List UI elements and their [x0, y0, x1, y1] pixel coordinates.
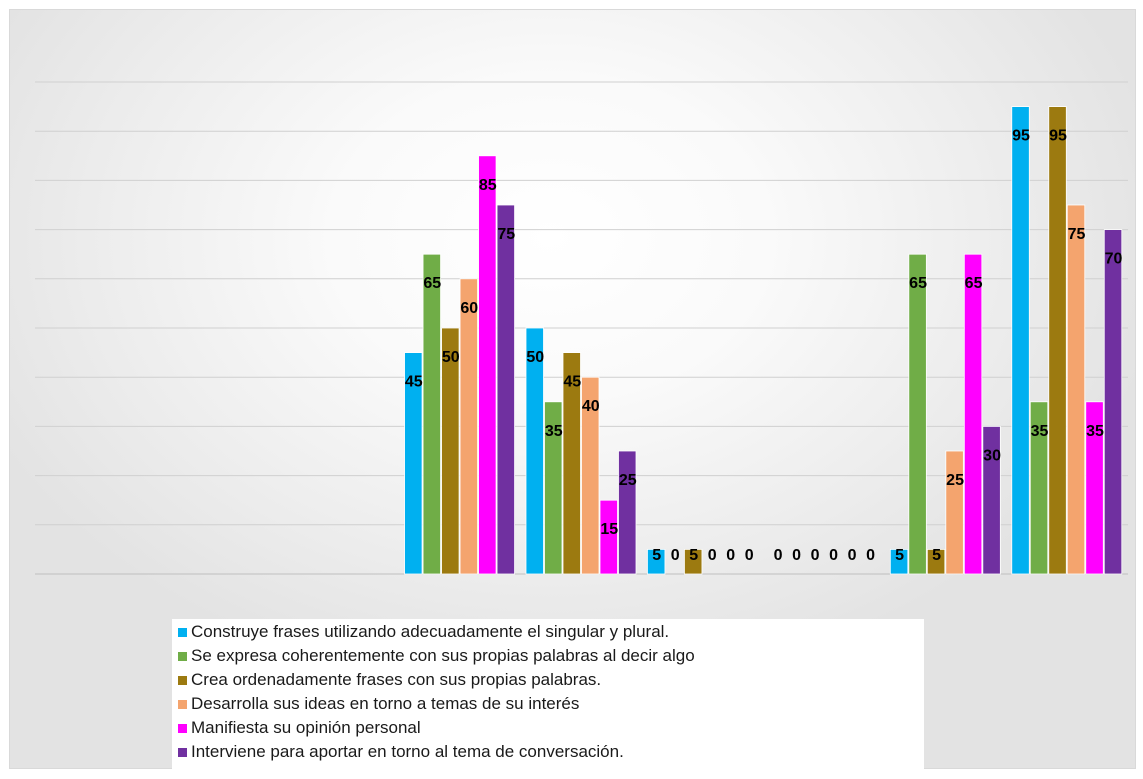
legend-swatch: [178, 699, 187, 709]
bar: [599, 499, 618, 575]
data-label: 70: [1105, 251, 1123, 268]
data-label: 60: [460, 300, 478, 317]
data-label: 0: [726, 547, 735, 564]
legend-label: Desarrolla sus ideas en torno a temas de…: [191, 694, 580, 713]
bar: [889, 549, 909, 575]
data-label: 35: [545, 423, 563, 440]
legend-entry: Desarrolla sus ideas en torno a temas de…: [178, 693, 579, 715]
bar: [525, 327, 544, 575]
bar: [1085, 401, 1104, 575]
data-label: 65: [965, 275, 983, 292]
legend-label: Crea ordenadamente frases con sus propia…: [191, 670, 602, 689]
data-label: 35: [1031, 423, 1049, 440]
bar: [441, 327, 460, 575]
bar: [404, 352, 423, 575]
bar: [496, 204, 515, 575]
bar: [478, 155, 497, 575]
legend: Construye frases utilizando adecuadament…: [172, 619, 924, 779]
bar: [963, 253, 983, 575]
bar: [982, 425, 1001, 575]
data-label: 30: [983, 447, 1001, 464]
data-label: 0: [708, 547, 717, 564]
bar: [422, 253, 441, 575]
data-label: 0: [745, 547, 754, 564]
bar: [1029, 401, 1049, 575]
data-label: 95: [1012, 128, 1030, 145]
legend-entry: Interviene para aportar en torno al tema…: [178, 741, 624, 763]
chart-frame: 45 50 5 0 5 95 65 35 0 0 65 35 50 45 5 0 5 95 60 40 0 0 25 75 85…: [9, 9, 1136, 779]
data-label: 0: [866, 547, 875, 564]
data-label: 5: [689, 547, 698, 564]
bar: [908, 253, 927, 575]
legend-label: Se expresa coherentemente con sus propia…: [191, 646, 695, 665]
data-label: 0: [811, 547, 820, 564]
legend-entry: Construye frases utilizando adecuadament…: [178, 621, 669, 643]
data-label: 75: [1068, 226, 1086, 243]
bar: [544, 401, 563, 575]
bar: [926, 549, 946, 575]
bar: [618, 450, 637, 575]
data-label: 35: [1086, 423, 1104, 440]
bar: [562, 352, 581, 575]
legend-label: Construye frases utilizando adecuadament…: [191, 622, 670, 641]
bar: [1048, 106, 1067, 575]
data-label: 65: [909, 275, 927, 292]
data-label: 40: [582, 398, 600, 415]
bar: [684, 549, 703, 575]
data-label: 25: [946, 472, 964, 489]
data-label: 75: [497, 226, 515, 243]
legend-swatch: [178, 651, 187, 661]
bar: [1011, 106, 1030, 575]
legend-label: Interviene para aportar en torno al tema…: [191, 742, 624, 761]
data-label: 5: [652, 547, 661, 564]
bar: [581, 376, 600, 575]
legend-label: Manifiesta su opinión personal: [191, 718, 421, 737]
data-label: 45: [405, 374, 423, 391]
bar: [459, 278, 478, 575]
data-label: 50: [442, 349, 460, 366]
legend-entry: Manifiesta su opinión personal: [178, 717, 421, 739]
bar: [1066, 204, 1086, 575]
data-label: 85: [479, 177, 497, 194]
legend-entry: Se expresa coherentemente con sus propia…: [178, 645, 695, 667]
data-label: 25: [619, 472, 637, 489]
data-label: 15: [600, 521, 618, 538]
data-label: 0: [671, 547, 680, 564]
data-label: 95: [1049, 128, 1067, 145]
data-label: 50: [526, 349, 544, 366]
bars: [404, 106, 1123, 575]
data-label: 65: [423, 275, 441, 292]
bar: [945, 450, 964, 575]
bar: [1103, 229, 1123, 575]
data-label: 0: [774, 547, 783, 564]
data-label: 0: [829, 547, 838, 564]
data-label: 5: [932, 547, 941, 564]
data-label: 5: [895, 547, 904, 564]
data-label: 45: [563, 374, 581, 391]
legend-entry: Crea ordenadamente frases con sus propia…: [178, 669, 601, 691]
data-label: 0: [848, 547, 857, 564]
legend-swatch: [178, 627, 187, 637]
legend-swatch: [178, 675, 187, 685]
legend-swatch: [178, 723, 187, 733]
legend-swatch: [178, 747, 187, 757]
data-label: 0: [792, 547, 801, 564]
bar: [647, 549, 666, 575]
